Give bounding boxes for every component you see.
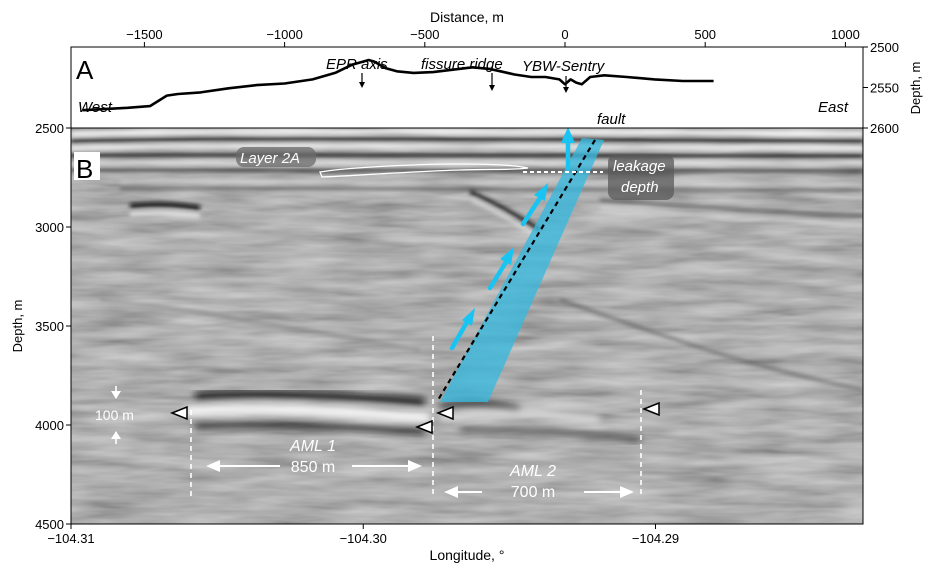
- fault-label: fault: [597, 111, 626, 128]
- fault-line: [437, 139, 596, 401]
- longitude-ticks: −104.31 −104.30 −104.29: [47, 524, 679, 546]
- layer-2a-label-box: [236, 147, 316, 167]
- aml-marker-triangle: [414, 419, 433, 435]
- seafloor-reflectors: [71, 129, 863, 391]
- aml2-width-arrow: [444, 486, 634, 498]
- panel-a: A Distance, m Depth, m −1500 −1000 −500 0 50…: [70, 9, 923, 136]
- top-axis-label: Distance, m: [430, 9, 504, 25]
- y-axis-label: Depth, m: [10, 300, 25, 353]
- panel-a-letter: A: [76, 55, 94, 85]
- aml1-width-arrow: [206, 460, 422, 472]
- distance-ticks: −1500 −1000 −500 0 500 1000: [126, 27, 860, 47]
- depth-axis-tick-label: 4000: [35, 418, 64, 433]
- panel-b: Layer 2A leakage depth AML 1 850 m AML 2…: [10, 121, 864, 563]
- longitude-tick-label: −104.31: [47, 531, 94, 546]
- depth-axis-tick-label: 3500: [35, 319, 64, 334]
- epr-axis-arrow-head: [359, 82, 365, 88]
- depth-axis-tick-label: 3000: [35, 220, 64, 235]
- fissure-ridge-label: fissure ridge: [421, 56, 503, 73]
- leakage-depth-label-line1: leakage: [613, 158, 666, 175]
- panel-a-frame: [70, 46, 864, 129]
- thickness-marker: [111, 386, 121, 444]
- aml-marker-triangle: [641, 401, 660, 417]
- distance-tick-label: −1000: [266, 27, 303, 42]
- fissure-ridge-arrow-head: [489, 85, 495, 91]
- panel-b-letter: B: [76, 154, 93, 184]
- depth-tick-label: 2600: [870, 121, 899, 136]
- panel-b-letter-box: [74, 152, 100, 180]
- ybw-sentry-arrow-head: [563, 87, 569, 93]
- leakage-plume: [440, 138, 604, 402]
- epr-axis-label: EPR axis: [326, 56, 388, 73]
- depth-axis-tick-label: 2500: [35, 121, 64, 136]
- depth-axis-tick-label: 4500: [35, 517, 64, 532]
- distance-tick-label: −500: [410, 27, 439, 42]
- distance-tick-label: 500: [694, 27, 716, 42]
- distance-tick-label: 1000: [831, 27, 860, 42]
- upflow-arrow: [487, 247, 514, 291]
- bathymetry-profile: [82, 58, 714, 112]
- leakage-depth-label-line2: depth: [621, 179, 659, 196]
- upflow-arrow: [449, 308, 475, 351]
- aml1-width: 850 m: [291, 459, 335, 476]
- aml-marker-triangle: [169, 405, 188, 421]
- aml-marker-triangle: [435, 405, 454, 421]
- depth-axis-ticks: 2500 3000 3500 4000 4500: [35, 121, 71, 532]
- aml2-name: AML 2: [509, 463, 556, 480]
- distance-tick-label: −1500: [126, 27, 163, 42]
- depth-tick-label: 2550: [870, 81, 899, 96]
- upflow-arrow: [561, 128, 575, 171]
- east-label: East: [818, 99, 849, 116]
- upflow-arrows: [449, 128, 575, 351]
- aml2-width: 700 m: [511, 484, 555, 501]
- aml1-name: AML 1: [289, 438, 336, 455]
- depth-ticks: 2500 2550 2600: [863, 40, 899, 136]
- distance-tick-label: 0: [561, 27, 568, 42]
- aml-markers: [169, 401, 660, 435]
- ybw-sentry-label: YBW-Sentry: [522, 58, 606, 75]
- leakage-depth-label-box: [608, 154, 674, 200]
- right-axis-label: Depth, m: [908, 62, 923, 115]
- thickness-label: 100 m: [95, 407, 134, 423]
- layer-2a-outline: [319, 163, 529, 178]
- longitude-tick-label: −104.30: [340, 531, 387, 546]
- depth-tick-label: 2500: [870, 40, 899, 55]
- longitude-tick-label: −104.29: [632, 531, 679, 546]
- west-label: West: [78, 99, 113, 116]
- x-axis-label: Longitude, °: [430, 547, 505, 563]
- upflow-arrow: [520, 183, 548, 227]
- layer-2a-label: Layer 2A: [240, 150, 300, 167]
- aml-reflectors: [184, 390, 641, 442]
